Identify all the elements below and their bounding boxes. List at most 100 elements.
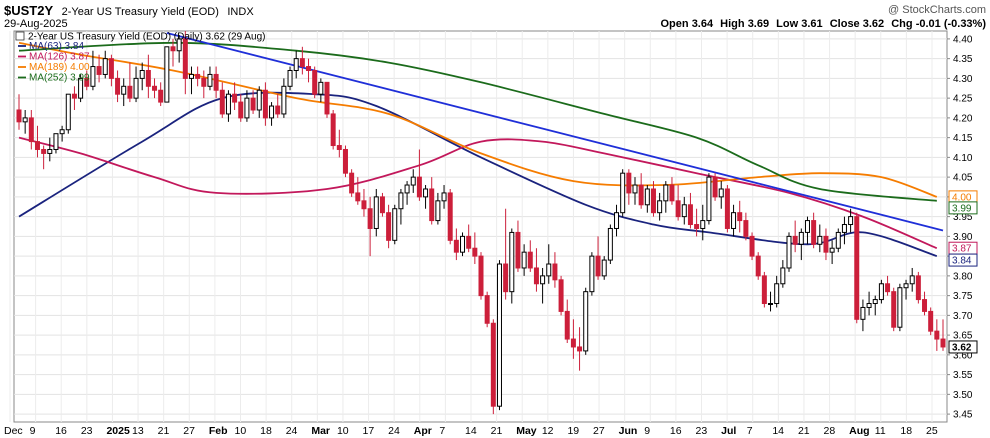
- candle-body-down: [650, 188, 656, 214]
- candle-body-up: [404, 184, 410, 194]
- candle-body-up: [780, 267, 786, 285]
- candle-body-up: [798, 231, 804, 245]
- candle-body-up: [632, 184, 638, 194]
- x-tick-label: 21: [158, 425, 170, 437]
- candle-body-up: [102, 58, 108, 75]
- candle-body-down: [201, 77, 207, 87]
- candle-body-down: [712, 176, 718, 198]
- x-axis: Dec 9 16 23 2025 13 21 27 Feb 10 18 24 Mar 10 17 24 Apr 7…: [4, 425, 938, 437]
- candle-body-up: [872, 299, 878, 305]
- candle-body-down: [213, 73, 219, 91]
- chg-label: Chg: [891, 18, 912, 30]
- candle-body-up: [78, 77, 84, 99]
- candle-body-down: [823, 235, 829, 253]
- candle-body-down: [533, 267, 539, 285]
- close-value: 3.62: [863, 18, 884, 30]
- candle-body-up: [614, 212, 620, 229]
- candle-body-up: [318, 81, 324, 95]
- candle-body-down: [675, 200, 681, 218]
- candle-body-up: [225, 93, 231, 115]
- candle-body-down: [638, 184, 644, 206]
- candlesticks: [16, 31, 946, 415]
- candle-body-down: [84, 77, 90, 87]
- x-tick-label: 12: [542, 425, 554, 437]
- x-tick-label: 17: [363, 425, 375, 437]
- candle-body-down: [595, 255, 601, 277]
- y-tick-label: 4.35: [953, 54, 973, 65]
- symbol-description: 2-Year US Treasury Yield (EOD): [62, 6, 219, 18]
- chg-value: -0.01 (-0.33%): [916, 18, 987, 30]
- x-tick-label: 9: [644, 425, 650, 437]
- x-tick-label: 13: [132, 425, 144, 437]
- candle-body-up: [133, 77, 139, 99]
- candle-body-down: [312, 69, 318, 95]
- x-tick-label: 24: [286, 425, 298, 437]
- legend-candle-icon: [15, 31, 25, 41]
- candle-body-up: [903, 283, 909, 289]
- moving-average-line: [18, 136, 938, 250]
- candle-body-down: [940, 338, 946, 348]
- candle-body-up: [121, 85, 127, 95]
- exchange: INDX: [227, 6, 254, 18]
- candle-body-up: [496, 263, 502, 407]
- candle-body-down: [792, 235, 798, 245]
- candle-body-down: [724, 188, 730, 229]
- candle-body-down: [330, 113, 336, 147]
- x-tick-label: 21: [491, 425, 503, 437]
- candle-body-up: [392, 208, 398, 241]
- candle-body-down: [694, 224, 700, 229]
- candle-body-down: [515, 231, 521, 269]
- candle-body-down: [355, 192, 361, 202]
- x-tick-label: Feb: [209, 425, 228, 437]
- price-label-box: [948, 340, 978, 354]
- candle-body-up: [589, 255, 595, 293]
- candle-body-up: [909, 275, 915, 285]
- candle-body-down: [447, 192, 453, 241]
- candle-body-up: [700, 220, 706, 229]
- candle-body-down: [885, 283, 891, 293]
- candle-body-down: [262, 89, 268, 119]
- candle-body-down: [915, 275, 921, 301]
- x-tick-label: 14: [772, 425, 784, 437]
- candle-body-down: [472, 247, 478, 257]
- x-tick-label: 23: [81, 425, 93, 437]
- x-tick-label: May: [516, 425, 537, 437]
- candle-body-down: [743, 220, 749, 237]
- candle-body-up: [207, 73, 213, 87]
- x-tick-label: 11: [875, 425, 886, 437]
- x-tick-label: Mar: [311, 425, 330, 437]
- candle-body-up: [139, 69, 145, 79]
- candle-body-up: [540, 275, 546, 285]
- y-tick-label: 4.30: [953, 74, 973, 85]
- candle-body-down: [669, 184, 675, 202]
- candle-body-down: [306, 66, 312, 71]
- candle-body-up: [269, 105, 275, 119]
- x-tick-label: 18: [260, 425, 272, 437]
- candle-body-up: [435, 200, 441, 222]
- candle-body-down: [466, 235, 472, 249]
- candle-body-down: [577, 346, 583, 352]
- candle-body-up: [804, 220, 810, 233]
- candle-body-up: [706, 176, 712, 222]
- candle-body-down: [115, 77, 121, 95]
- candle-body-up: [768, 303, 774, 306]
- candle-body-up: [718, 188, 724, 198]
- candle-body-up: [878, 283, 884, 301]
- candle-body-up: [398, 192, 404, 210]
- y-tick-label: 3.75: [953, 291, 973, 302]
- candle-body-up: [731, 212, 737, 229]
- candle-body-down: [342, 148, 348, 174]
- candle-body-up: [373, 196, 379, 229]
- candle-body-down: [238, 101, 244, 119]
- candle-body-down: [96, 66, 102, 75]
- low-value: 3.61: [801, 18, 822, 30]
- header-date: 29-Aug-2025: [4, 18, 68, 30]
- y-tick-label: 3.60: [953, 350, 973, 361]
- price-label: 4.00: [952, 192, 972, 203]
- candle-body-down: [527, 251, 533, 269]
- candle-body-down: [145, 69, 151, 87]
- candle-body-up: [644, 188, 650, 206]
- x-tick-label: 14: [465, 425, 477, 437]
- candle-body-down: [219, 89, 225, 115]
- candle-body-down: [367, 208, 373, 229]
